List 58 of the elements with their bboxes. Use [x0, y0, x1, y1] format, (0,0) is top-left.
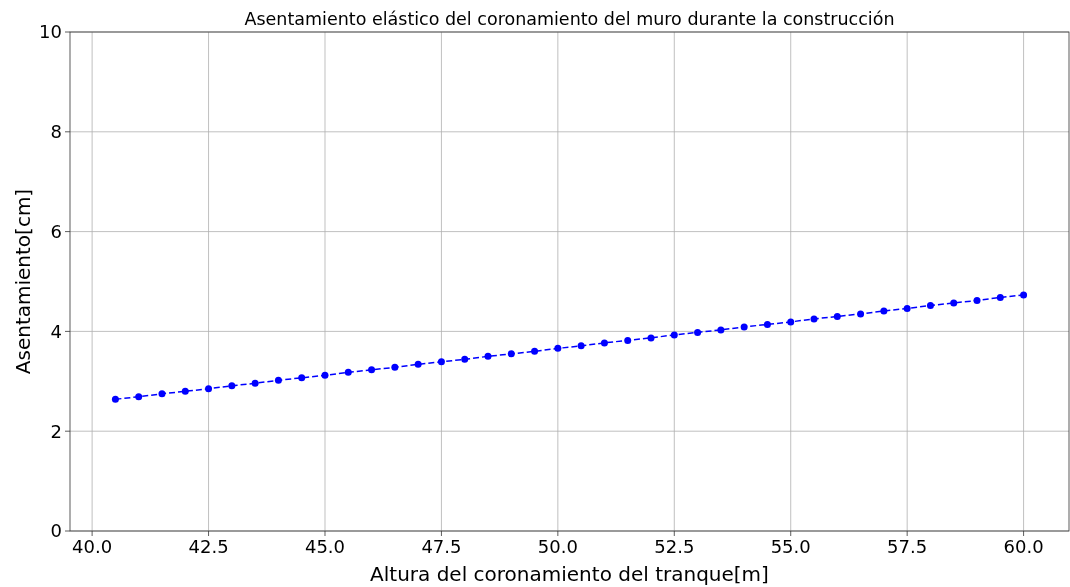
x-tick-label: 57.5 — [887, 536, 928, 558]
point — [996, 293, 1004, 301]
point — [554, 344, 562, 352]
point — [181, 387, 189, 395]
point — [111, 395, 119, 403]
point — [763, 320, 771, 328]
point — [228, 382, 236, 390]
point — [903, 304, 911, 312]
y-tick-label: 0 — [50, 520, 62, 542]
y-tick-label: 4 — [50, 320, 62, 342]
point — [950, 299, 958, 307]
point — [507, 350, 515, 358]
point — [274, 376, 282, 384]
x-tick-label: 60.0 — [1003, 536, 1044, 558]
point — [880, 307, 888, 315]
point — [461, 355, 469, 363]
point — [833, 312, 841, 320]
point — [670, 331, 678, 339]
point — [787, 318, 795, 326]
x-tick-label: 40.0 — [72, 536, 113, 558]
chart-title: Asentamiento elástico del coronamiento del muro durante la construcción — [244, 9, 895, 29]
x-tick-label: 55.0 — [770, 536, 811, 558]
point — [857, 310, 865, 318]
y-tick-label: 2 — [50, 420, 62, 442]
point — [484, 352, 492, 360]
point — [926, 301, 934, 309]
point — [321, 371, 329, 379]
x-tick-label: 45.0 — [304, 536, 346, 558]
x-tick-label: 52.5 — [654, 536, 695, 558]
point — [694, 328, 702, 336]
point — [810, 315, 818, 323]
point — [368, 366, 376, 374]
x-axis-title: Altura del coronamiento del tranque[m] — [370, 562, 769, 586]
point — [344, 368, 352, 376]
point — [437, 358, 445, 366]
point — [205, 385, 213, 393]
x-tick-label: 42.5 — [188, 536, 229, 558]
point — [647, 334, 655, 342]
point — [298, 374, 306, 382]
y-axis-title: Asentamiento[cm] — [11, 188, 35, 375]
point — [531, 347, 539, 355]
point — [740, 323, 748, 331]
point — [251, 379, 259, 387]
point — [414, 360, 422, 368]
point — [577, 342, 585, 350]
point — [973, 296, 981, 304]
point — [158, 390, 166, 398]
y-tick-label: 10 — [39, 21, 62, 43]
point — [391, 363, 399, 371]
x-tick-label: 50.0 — [537, 536, 578, 558]
y-tick-label: 6 — [50, 220, 62, 242]
point — [624, 336, 632, 344]
x-tick-label: 47.5 — [421, 536, 462, 558]
point — [135, 393, 143, 401]
y-tick-label: 8 — [50, 121, 62, 143]
point — [1020, 291, 1028, 299]
point — [717, 326, 725, 334]
point — [600, 339, 608, 347]
